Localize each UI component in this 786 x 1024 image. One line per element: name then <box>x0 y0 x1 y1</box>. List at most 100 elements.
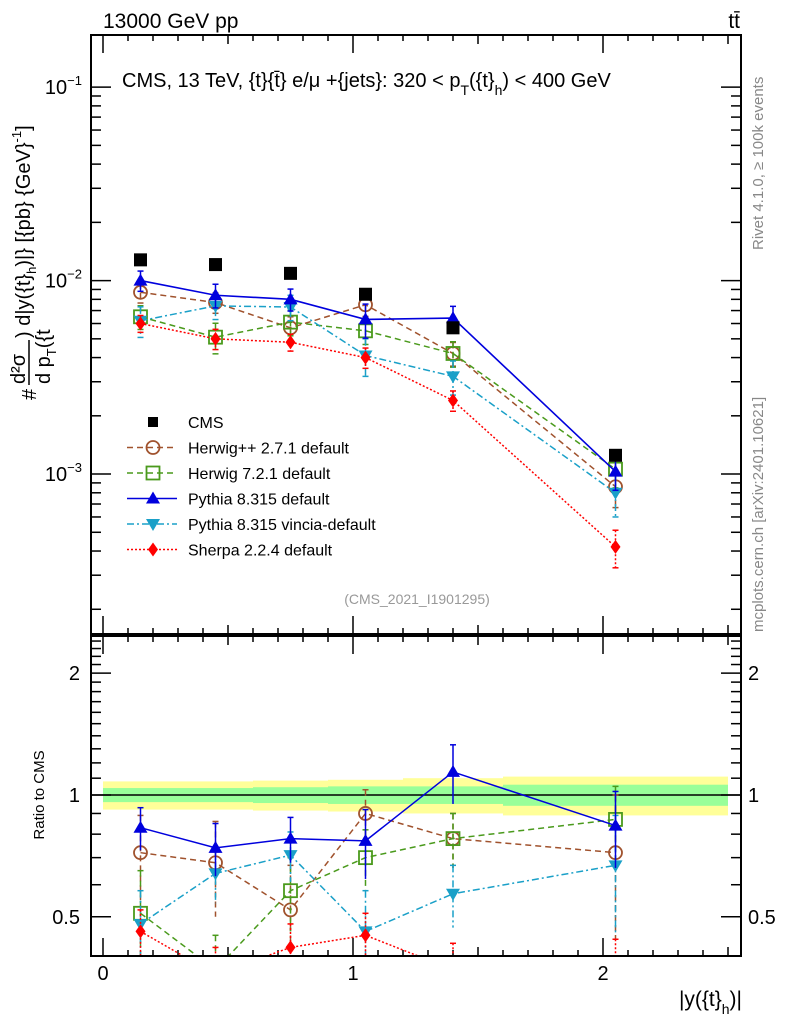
legend-label-herwig7: Herwig 7.2.1 default <box>188 466 331 483</box>
series-vincia <box>133 293 623 518</box>
series-line-herwigpp <box>140 291 616 488</box>
ratio-point-sherpa <box>285 940 296 955</box>
ratio-point-pythia <box>133 820 148 833</box>
x-tick-label: 2 <box>597 963 608 985</box>
legend-label-cms: CMS <box>188 415 224 432</box>
y-tick-label-base: 10 <box>45 77 67 99</box>
y-tick-label-base: 10 <box>45 271 67 293</box>
series-line-sherpa <box>140 322 617 548</box>
ratio-point-herwig7 <box>283 883 298 899</box>
legend-item-pythia: Pythia 8.315 default <box>127 491 330 509</box>
main-panel: 10−110−210−3 CMS, 13 TeV, {t}{t̄} e/μ +{… <box>8 34 742 635</box>
series-line-pythia <box>140 279 617 473</box>
x-tick-label: 0 <box>97 963 108 985</box>
ratio-point-herwig7 <box>209 963 222 976</box>
ratio-frame <box>90 635 742 957</box>
ratio-y-tick-label-right: 0.5 <box>748 907 776 929</box>
legend-label-vincia: Pythia 8.315 vincia-default <box>188 517 376 534</box>
analysis-tag: (CMS_2021_I1901295) <box>344 591 490 607</box>
legend-marker-vincia <box>146 519 160 531</box>
ratio-point-pythia <box>283 831 298 844</box>
legend-item-vincia: Pythia 8.315 vincia-default <box>127 517 376 534</box>
ratio-line-herwig7 <box>140 818 616 956</box>
y-tick-label-base: 10 <box>45 464 67 486</box>
ratio-series <box>133 744 623 992</box>
plot-title: CMS, 13 TeV, {t}{t̄} e/μ +{jets}: 320 < … <box>122 70 611 98</box>
ratio-point-pythia <box>608 818 623 831</box>
x-axis-label: |y({t}h)| <box>679 988 742 1017</box>
ratio-point-vincia <box>446 888 460 901</box>
data-point-sherpa <box>210 331 221 346</box>
ratio-y-axis-label: Ratio to CMS <box>31 750 48 839</box>
data-point-cms <box>446 321 460 335</box>
ratio-point-sherpa <box>211 968 221 982</box>
data-point-pythia <box>133 273 148 286</box>
legend-marker-herwig7 <box>145 465 161 481</box>
ratio-y-tick-label-right: 1 <box>748 785 759 807</box>
y-label-dp-suffix: ({t <box>33 329 55 348</box>
legend: CMS Herwig++ 2.7.1 default Herwig 7.2.1 de… <box>127 415 376 560</box>
data-point-pythia <box>608 464 623 477</box>
ratio-point-sherpa <box>135 924 146 939</box>
legend-marker-sherpa <box>148 542 158 557</box>
data-point-pythia <box>358 312 373 325</box>
data-point-cms <box>209 258 222 272</box>
series-cms <box>134 253 622 462</box>
data-point-sherpa <box>285 335 296 350</box>
y-label-rest-sub: h <box>24 267 39 274</box>
x-label-close: )| <box>730 988 742 1011</box>
data-point-sherpa <box>448 393 458 408</box>
series-herwig7 <box>133 305 623 489</box>
y-label-hash: # <box>19 388 41 400</box>
data-point-pythia <box>283 292 298 305</box>
y-tick-label-exponent: −1 <box>67 73 82 88</box>
ratio-series-herwig7 <box>133 785 623 976</box>
ratio-y-tick-label-left: 1 <box>69 785 80 807</box>
data-point-sherpa <box>610 539 621 554</box>
ratio-y-tick-label-left: 0.5 <box>52 907 80 929</box>
ratio-line-pythia <box>140 771 616 849</box>
ratio-line-vincia <box>140 854 616 933</box>
ratio-point-sherpa <box>448 963 458 977</box>
y-label-exponent: -1 <box>9 131 24 143</box>
ratio-point-herwig7 <box>445 831 461 847</box>
data-point-cms <box>134 253 147 267</box>
ratio-line-herwigpp <box>140 812 616 911</box>
ratio-point-sherpa <box>611 978 621 992</box>
ratio-point-pythia <box>208 840 223 853</box>
y-label-dp: d p <box>33 356 55 384</box>
title-sub-h: h <box>495 82 503 98</box>
y-label-close: ] <box>13 125 35 131</box>
ratio-series-pythia <box>133 744 623 879</box>
legend-marker-herwigpp <box>145 440 161 455</box>
y-tick-label: 10−3 <box>45 460 82 486</box>
y-label-rest-suffix: )|} [{pb} {GeV} <box>13 142 35 267</box>
rivet-version-label: Rivet 4.1.0, ≥ 100k events <box>750 77 767 250</box>
legend-item-sherpa: Sherpa 2.2.4 default <box>127 542 333 560</box>
data-point-cms <box>609 448 622 462</box>
data-point-pythia <box>208 288 223 301</box>
data-point-cms <box>284 266 297 280</box>
title-mid: ({t} <box>469 70 495 92</box>
ratio-series-sherpa <box>135 909 621 992</box>
main-frame <box>90 34 742 635</box>
data-point-pythia <box>446 311 460 324</box>
ratio-point-pythia <box>446 764 460 777</box>
main-y-axis-label: # d²σ d pT({t ) d|y({t}h)|} [{pb} {GeV}-… <box>8 125 59 400</box>
ratio-uncertainty-bands <box>91 776 741 816</box>
x-label-sub: h <box>722 1001 730 1017</box>
data-point-vincia <box>608 487 623 500</box>
legend-label-sherpa: Sherpa 2.2.4 default <box>188 543 333 560</box>
data-point-vincia <box>446 371 460 384</box>
y-label-rest: ) d|y({t}h)|} [{pb} {GeV}-1] <box>9 125 39 338</box>
x-tick-label: 1 <box>347 963 358 985</box>
y-tick-label-exponent: −3 <box>67 460 82 475</box>
ratio-y-tick-label-left: 2 <box>69 663 80 685</box>
ratio-point-pythia <box>358 833 373 846</box>
mcplots-reference-label: mcplots.cern.ch [arXiv:2401.10621] <box>750 397 767 632</box>
x-label-main: |y({t} <box>679 988 722 1011</box>
y-label-denominator: d pT({t <box>33 329 59 384</box>
legend-marker-cms <box>148 417 158 427</box>
data-point-herwig7 <box>445 346 461 361</box>
